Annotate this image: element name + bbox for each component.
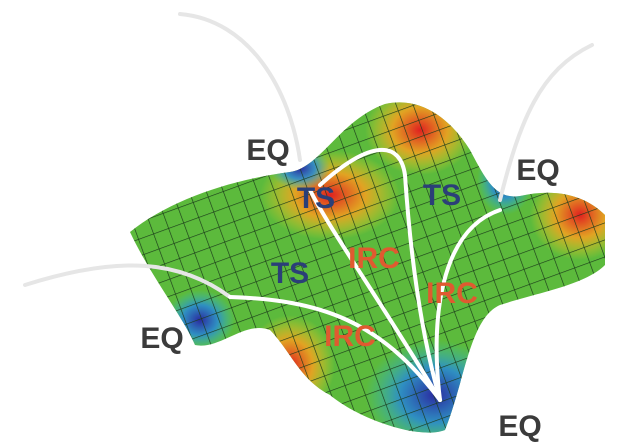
- ts-label: TS: [297, 182, 335, 215]
- eq-label: EQ: [140, 322, 183, 355]
- ts-label: TS: [271, 257, 309, 290]
- eq-label: EQ: [246, 134, 289, 167]
- irc-label: IRC: [324, 320, 376, 353]
- irc-label: IRC: [348, 242, 400, 275]
- eq-label: EQ: [498, 410, 541, 443]
- irc-label: IRC: [426, 277, 478, 310]
- ts-label: TS: [423, 179, 461, 212]
- eq-label: EQ: [516, 154, 559, 187]
- diagram: EQ EQ EQ EQ TS TS TS IRC IRC IRC: [0, 0, 622, 444]
